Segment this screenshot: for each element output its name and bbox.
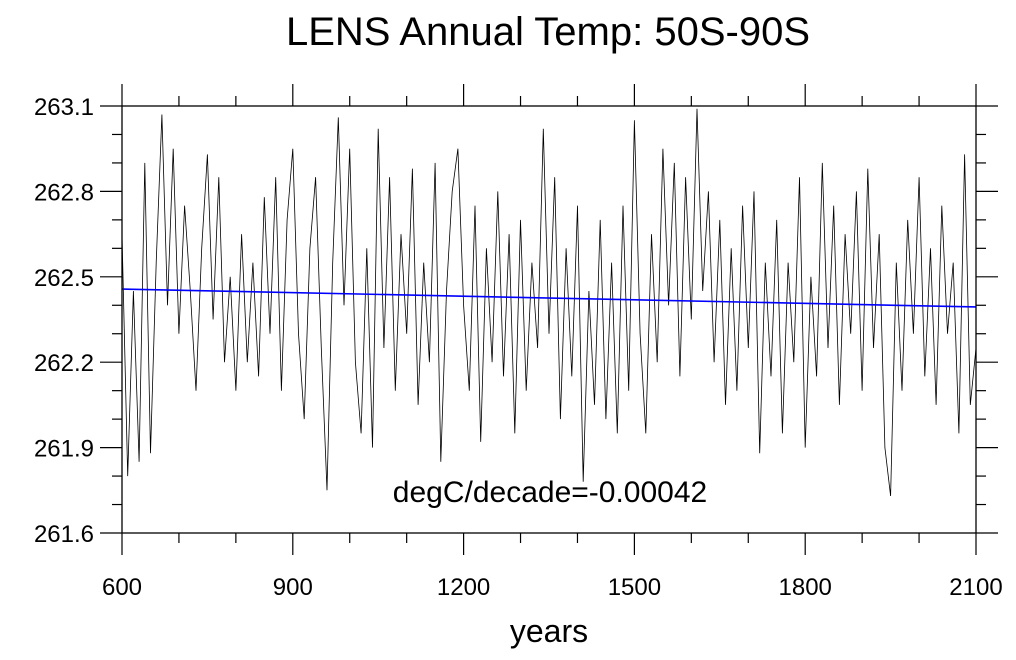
x-tick-label: 1200 [437, 574, 490, 601]
plot-frame [121, 105, 977, 534]
plot-series [121, 108, 977, 497]
y-tick-label: 262.2 [34, 350, 94, 377]
trend-annotation: degC/decade=-0.00042 [393, 476, 707, 509]
y-tick-label: 261.6 [34, 521, 94, 548]
x-axis-label: years [510, 613, 588, 649]
trend-line [121, 288, 977, 308]
y-tick-label: 262.5 [34, 265, 94, 292]
y-tick-label: 262.8 [34, 179, 94, 206]
x-tick-label: 2100 [949, 574, 1002, 601]
x-tick-label: 1800 [779, 574, 832, 601]
x-tick-label: 1500 [608, 574, 661, 601]
chart-title: LENS Annual Temp: 50S-90S [286, 10, 810, 54]
axis-ticks: 600 900 1200 1500 1800 2100 261.6 261.9 262.2 262… [34, 84, 1003, 601]
temperature-series-line [121, 108, 977, 497]
x-tick-label: 900 [273, 574, 313, 601]
y-tick-label: 261.9 [34, 436, 94, 463]
y-tick-label: 263.1 [34, 94, 94, 121]
x-tick-label: 600 [102, 574, 142, 601]
